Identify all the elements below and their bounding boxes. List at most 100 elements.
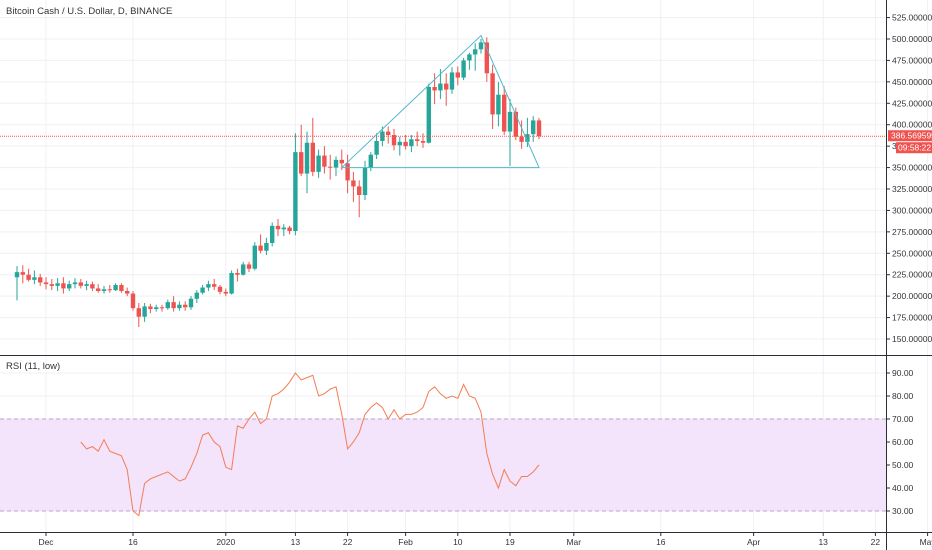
candle[interactable]: [171, 296, 176, 312]
candle[interactable]: [67, 280, 72, 291]
candle[interactable]: [304, 131, 310, 194]
candle[interactable]: [270, 222, 275, 247]
time-axis[interactable]: Dec 16 2020 13 22 Feb 10 19 Mar 16 Apr 13 22 May: [38, 532, 932, 547]
candle-body: [368, 154, 373, 168]
candle[interactable]: [212, 279, 217, 291]
candle[interactable]: [183, 301, 188, 311]
candle[interactable]: [473, 43, 478, 71]
price-axis[interactable]: 525.000000 500.000000 475.000000 450.000000…: [886, 13, 932, 344]
candle[interactable]: [391, 129, 397, 151]
candle[interactable]: [177, 301, 182, 311]
candle[interactable]: [293, 133, 298, 236]
candle[interactable]: [496, 81, 501, 127]
candle[interactable]: [72, 278, 78, 289]
triangle-pattern[interactable]: [341, 34, 540, 169]
candle[interactable]: [49, 279, 54, 291]
candle[interactable]: [61, 277, 66, 294]
candle[interactable]: [165, 299, 170, 310]
candle[interactable]: [241, 261, 246, 276]
candle[interactable]: [403, 135, 408, 150]
candle[interactable]: [299, 124, 304, 177]
candle[interactable]: [130, 291, 136, 311]
candle[interactable]: [223, 288, 228, 297]
candle[interactable]: [84, 280, 89, 291]
candle[interactable]: [386, 126, 391, 144]
candle[interactable]: [154, 304, 159, 312]
candle[interactable]: [90, 281, 95, 291]
candle[interactable]: [43, 277, 49, 290]
candle[interactable]: [502, 86, 507, 135]
candle[interactable]: [206, 280, 211, 291]
candle[interactable]: [148, 303, 153, 314]
time-tick-label: Mar: [566, 537, 581, 547]
candle[interactable]: [478, 39, 484, 54]
rsi-tick-label: 60.00: [892, 437, 914, 447]
candle-body: [67, 284, 72, 289]
candle[interactable]: [374, 133, 379, 159]
candle[interactable]: [20, 265, 25, 284]
candle[interactable]: [258, 234, 263, 254]
candle[interactable]: [142, 303, 147, 322]
candle[interactable]: [200, 285, 205, 295]
candle[interactable]: [281, 224, 286, 237]
candle-body: [357, 186, 362, 195]
candle[interactable]: [409, 135, 414, 153]
candle[interactable]: [287, 225, 292, 235]
candle[interactable]: [339, 149, 344, 171]
candle[interactable]: [159, 304, 165, 312]
candle[interactable]: [188, 296, 194, 310]
candle[interactable]: [432, 73, 437, 105]
candle[interactable]: [351, 171, 356, 202]
candle[interactable]: [217, 285, 223, 295]
candle[interactable]: [461, 57, 466, 81]
candle[interactable]: [14, 266, 20, 301]
candle[interactable]: [449, 67, 455, 94]
candle[interactable]: [333, 156, 339, 177]
candle[interactable]: [252, 242, 257, 271]
candle[interactable]: [415, 131, 420, 147]
candle[interactable]: [316, 149, 321, 178]
candle[interactable]: [246, 261, 252, 273]
candle[interactable]: [397, 136, 402, 156]
candle[interactable]: [507, 99, 513, 166]
candle[interactable]: [420, 133, 426, 148]
candle[interactable]: [107, 285, 112, 293]
candle[interactable]: [194, 290, 199, 303]
time-tick-label: May: [920, 537, 932, 547]
candle[interactable]: [101, 285, 107, 294]
candle[interactable]: [275, 219, 281, 237]
candle[interactable]: [455, 66, 460, 86]
candle[interactable]: [322, 146, 327, 174]
rsi-line[interactable]: [80, 372, 540, 517]
candle[interactable]: [310, 117, 315, 177]
candle[interactable]: [96, 284, 101, 293]
candle[interactable]: [235, 268, 240, 282]
candle[interactable]: [345, 154, 350, 194]
candle[interactable]: [264, 237, 269, 255]
candle[interactable]: [113, 283, 118, 291]
candle[interactable]: [229, 270, 234, 295]
candle[interactable]: [513, 107, 518, 141]
rsi-axis[interactable]: 90.00 80.00 70.00 60.00 50.00 40.00 30.00: [886, 368, 914, 516]
candle[interactable]: [38, 273, 43, 286]
candle[interactable]: [119, 283, 124, 293]
candle[interactable]: [444, 73, 449, 106]
candle[interactable]: [519, 120, 524, 149]
candle[interactable]: [78, 279, 83, 289]
candle[interactable]: [125, 287, 130, 297]
candle[interactable]: [26, 268, 31, 282]
candle[interactable]: [32, 270, 37, 285]
candle[interactable]: [357, 180, 362, 218]
candle[interactable]: [484, 37, 489, 82]
candle[interactable]: [136, 303, 141, 327]
candle[interactable]: [328, 154, 333, 180]
price-tick-label: 475.000000: [892, 55, 932, 65]
candle[interactable]: [531, 116, 536, 142]
candle[interactable]: [55, 278, 60, 291]
candle[interactable]: [536, 117, 542, 140]
candle[interactable]: [426, 83, 431, 144]
candle[interactable]: [467, 52, 472, 70]
candles[interactable]: [14, 37, 542, 327]
candle[interactable]: [490, 64, 495, 129]
